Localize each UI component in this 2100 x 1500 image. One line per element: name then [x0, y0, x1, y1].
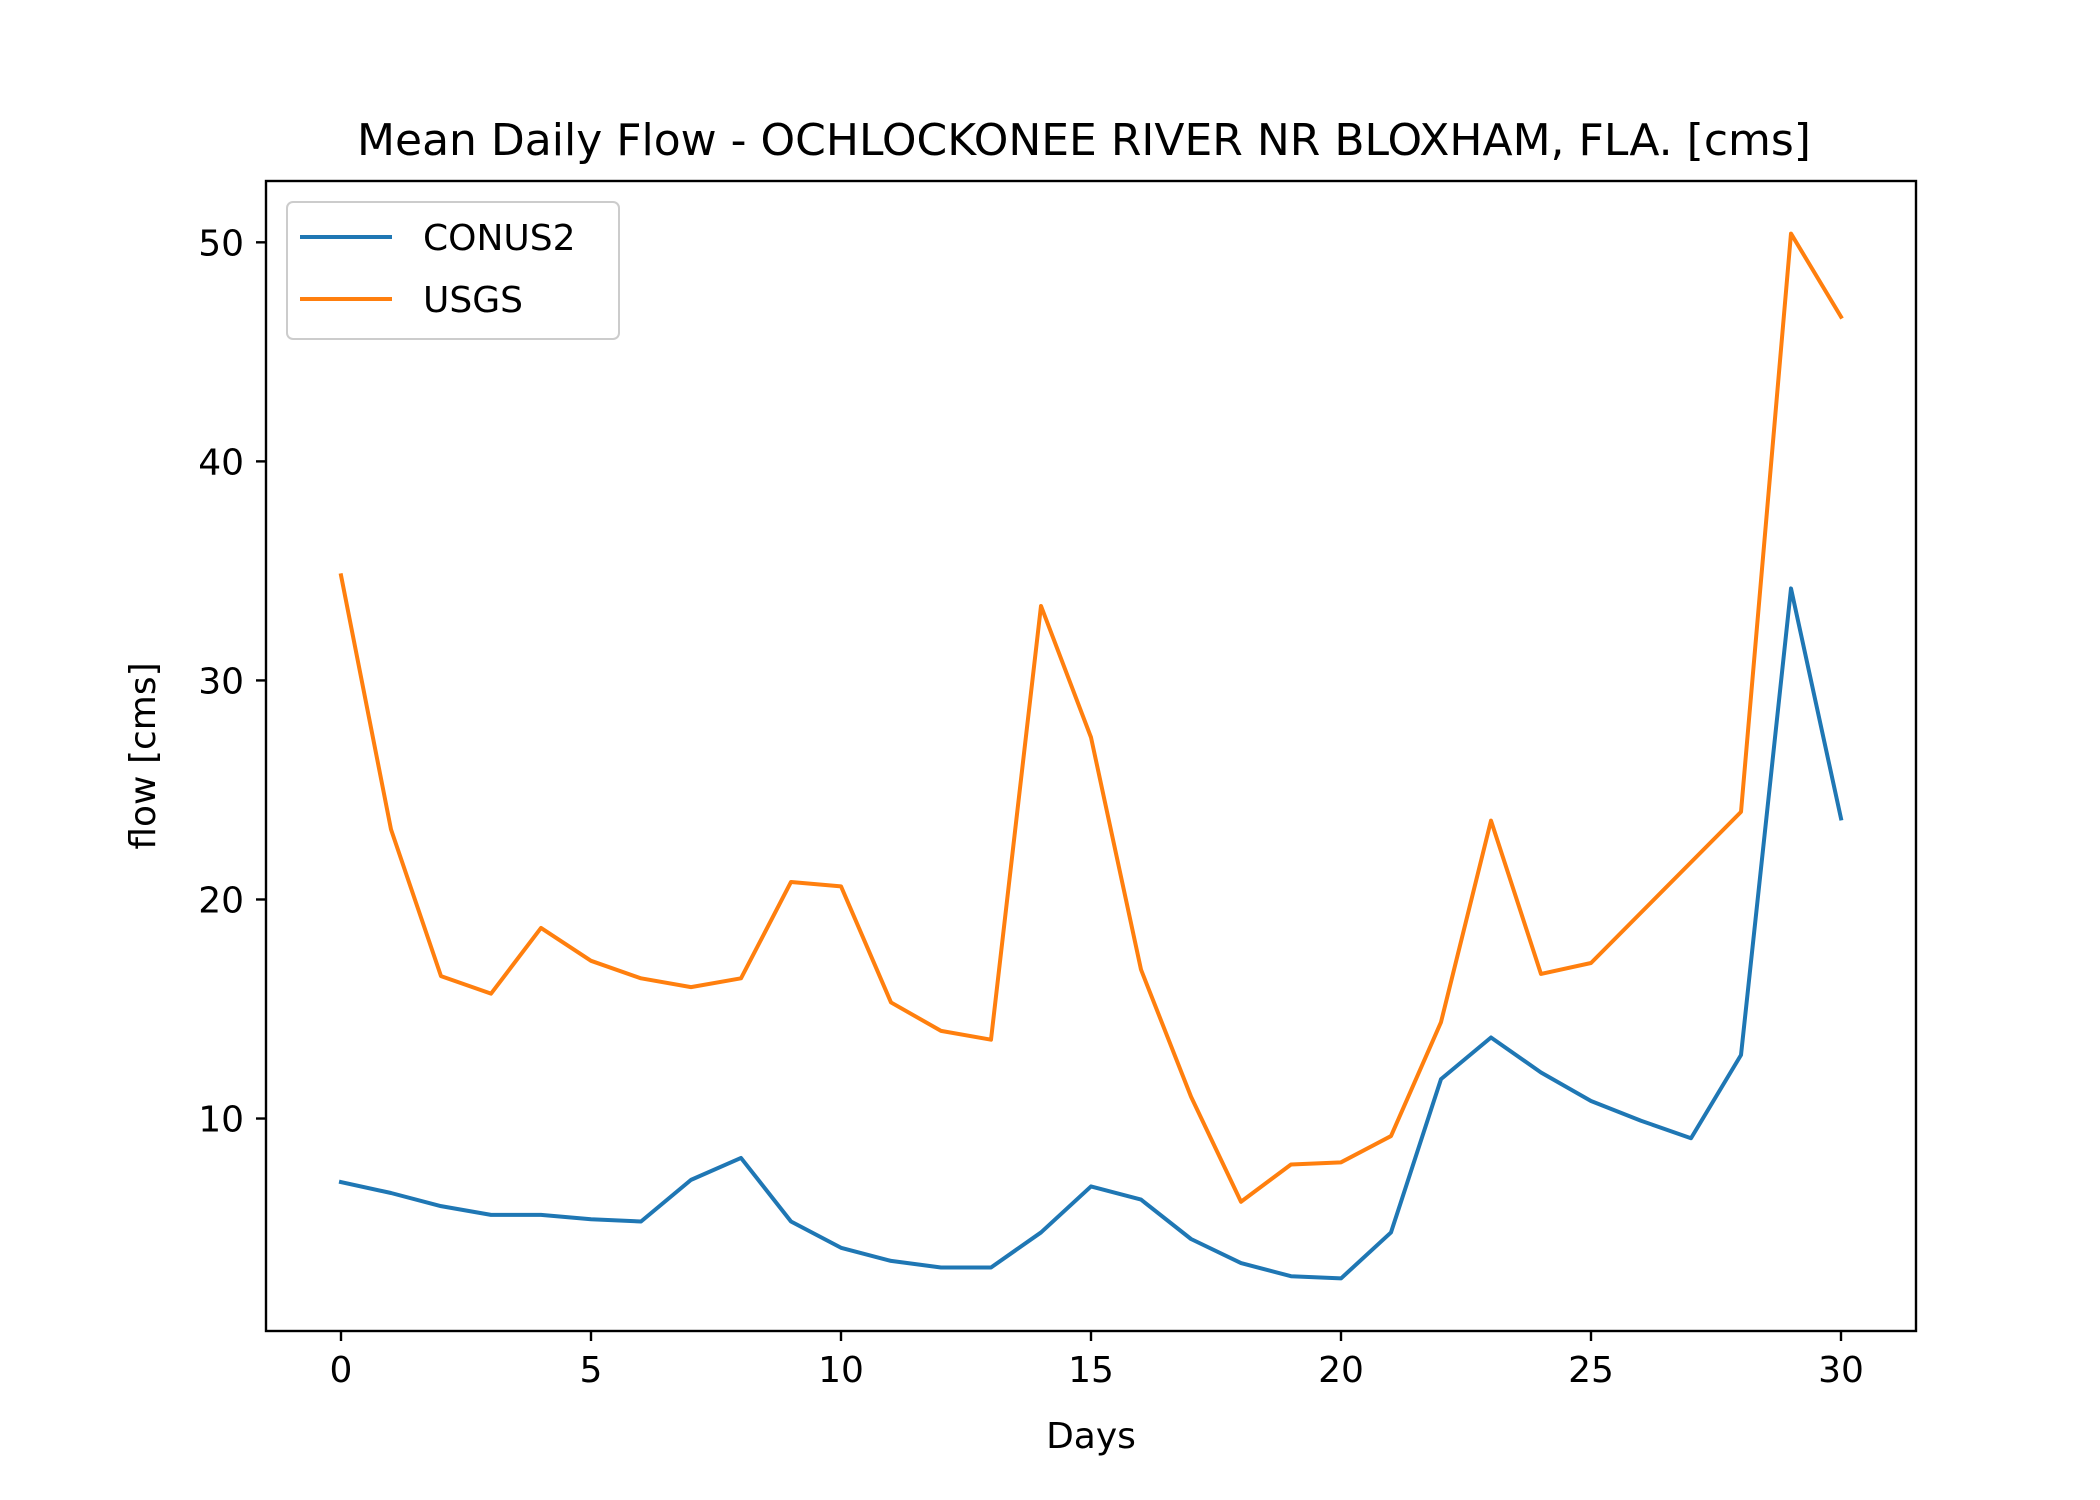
x-axis-label: Days	[1046, 1416, 1136, 1457]
y-axis-label: flow [cms]	[123, 662, 164, 849]
chart-title: Mean Daily Flow - OCHLOCKONEE RIVER NR B…	[357, 115, 1811, 166]
x-tick-label: 10	[818, 1350, 864, 1391]
y-tick-label: 40	[198, 442, 244, 483]
x-tick-label: 15	[1068, 1350, 1114, 1391]
legend-entry-usgs: USGS	[300, 280, 523, 321]
y-axis-ticks: 10 20 30 40 50	[198, 223, 266, 1141]
legend-label-usgs: USGS	[423, 280, 523, 321]
y-tick-label: 50	[198, 223, 244, 264]
x-tick-label: 25	[1568, 1350, 1614, 1391]
legend: CONUS2 USGS	[286, 201, 620, 340]
y-tick-label: 30	[198, 661, 244, 702]
x-tick-label: 30	[1818, 1350, 1864, 1391]
x-tick-label: 0	[330, 1350, 353, 1391]
x-tick-label: 20	[1318, 1350, 1364, 1391]
x-tick-label: 5	[580, 1350, 603, 1391]
y-tick-label: 10	[198, 1100, 244, 1141]
x-axis-ticks: 0 5 10 15 20 25 30	[330, 1331, 1864, 1391]
legend-label-conus2: CONUS2	[423, 218, 576, 259]
y-tick-label: 20	[198, 880, 244, 921]
series-lines	[338, 231, 1844, 1281]
series-line-usgs	[338, 231, 1844, 1204]
legend-entry-conus2: CONUS2	[300, 218, 576, 259]
series-line-conus2	[338, 586, 1844, 1281]
